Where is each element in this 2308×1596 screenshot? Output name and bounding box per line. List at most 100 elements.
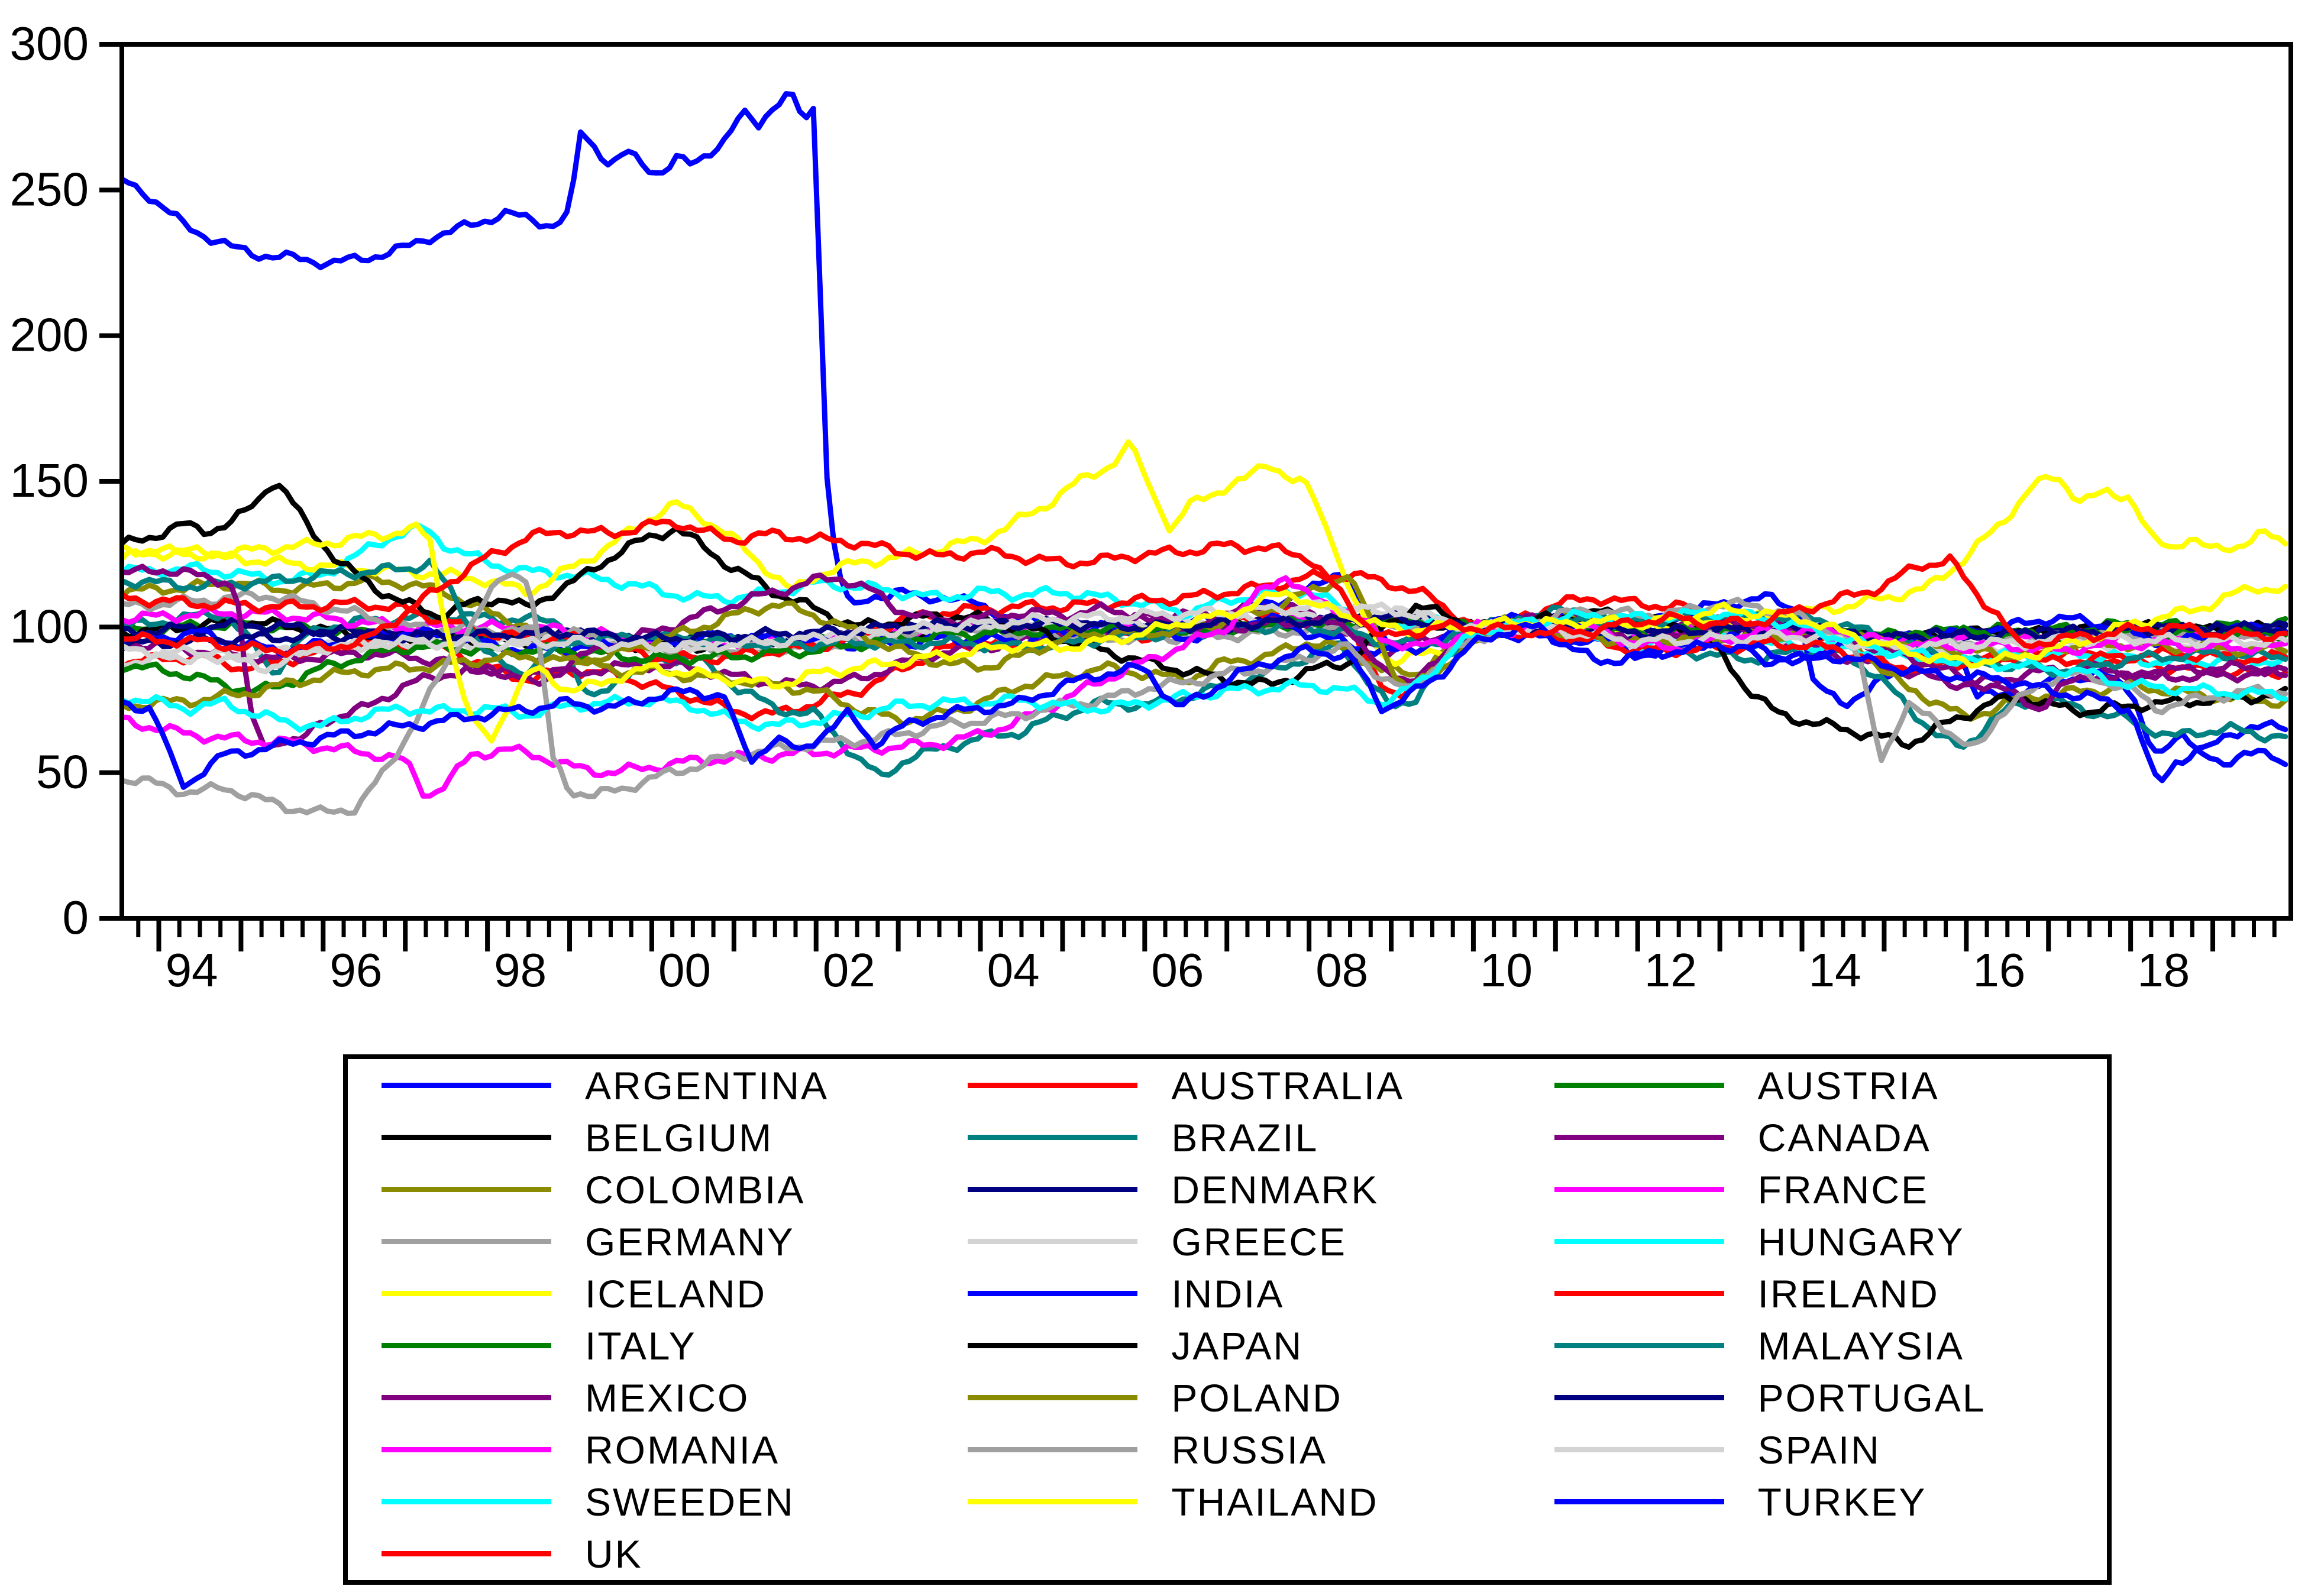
legend-item-denmark: DENMARK [934,1164,1520,1216]
legend-label-turkey: TURKEY [1757,1480,1927,1524]
x-axis-tick-label: 14 [1809,944,1861,996]
y-axis-tick-label: 300 [10,17,89,70]
legend-item-spain: SPAIN [1521,1424,2107,1476]
legend-label-thailand: THAILAND [1171,1480,1379,1524]
legend-swatch-germany [382,1239,551,1244]
legend-swatch-belgium [382,1135,551,1140]
legend-swatch-russia [968,1447,1138,1452]
legend-label-india: INDIA [1171,1271,1285,1316]
legend-swatch-poland [968,1395,1138,1400]
legend-label-greece: GREECE [1171,1219,1347,1264]
legend-label-spain: SPAIN [1757,1427,1881,1472]
legend-swatch-france [1554,1187,1724,1192]
x-axis-tick-label: 96 [329,944,382,996]
legend-label-colombia: COLOMBIA [585,1167,806,1212]
legend-item-thailand: THAILAND [934,1476,1520,1528]
legend-item-portugal: PORTUGAL [1521,1372,2107,1424]
legend-swatch-sweeden [382,1499,551,1504]
series-line-russia [122,571,2288,816]
legend-swatch-colombia [382,1187,551,1192]
legend-item-germany: GERMANY [348,1216,934,1268]
y-axis-tick-label: 200 [10,309,89,361]
legend-item-russia: RUSSIA [934,1424,1520,1476]
legend-swatch-mexico [382,1395,551,1400]
legend-item-canada: CANADA [1521,1112,2107,1164]
legend-label-brazil: BRAZIL [1171,1115,1319,1160]
legend-item-greece: GREECE [934,1216,1520,1268]
legend-item-sweeden: SWEEDEN [348,1476,934,1528]
legend-label-belgium: BELGIUM [585,1115,774,1160]
x-axis: 94 96 98 00 02 04 06 08 10 12 14 16 18 [136,918,2277,996]
legend-label-australia: AUSTRALIA [1171,1063,1405,1108]
y-axis-tick-label: 100 [10,600,89,652]
legend-label-germany: GERMANY [585,1219,795,1264]
series-line-spain [122,599,2288,675]
legend-swatch-hungary [1554,1239,1724,1244]
legend-swatch-uk [382,1551,551,1556]
legend-item-austria: AUSTRIA [1521,1060,2107,1112]
series-line-brazil [122,604,2288,778]
series-line-thailand [122,521,2288,744]
x-axis-tick-label: 12 [1644,944,1697,996]
legend-item-australia: AUSTRALIA [934,1060,1520,1112]
legend-swatch-argentina [382,1083,551,1088]
legend-item-brazil: BRAZIL [934,1112,1520,1164]
legend-label-uk: UK [585,1532,643,1576]
x-axis-tick-label: 02 [823,944,875,996]
legend-label-hungary: HUNGARY [1757,1219,1965,1264]
series-line-uk [122,518,2288,658]
legend-swatch-spain [1554,1447,1724,1452]
legend-label-france: FRANCE [1757,1167,1929,1212]
legend-swatch-iceland [382,1291,551,1296]
legend-swatch-australia [968,1083,1138,1088]
legend-swatch-turkey [1554,1499,1724,1504]
legend-item-romania: ROMANIA [348,1424,934,1476]
legend-swatch-romania [382,1447,551,1452]
x-axis-tick-label: 04 [987,944,1040,996]
y-axis-tick-label: 250 [10,163,89,215]
y-axis-tick-label: 0 [63,891,89,944]
legend-label-japan: JAPAN [1171,1323,1304,1368]
legend-swatch-ireland [1554,1291,1724,1296]
legend-label-sweeden: SWEEDEN [585,1480,795,1524]
legend-label-denmark: DENMARK [1171,1167,1379,1212]
legend-swatch-brazil [968,1135,1138,1140]
legend-label-italy: ITALY [585,1323,697,1368]
legend-label-romania: ROMANIA [585,1427,780,1472]
legend-item-india: INDIA [934,1268,1520,1320]
x-axis-tick-label: 06 [1151,944,1204,996]
legend-swatch-austria [1554,1083,1724,1088]
legend-label-poland: POLAND [1171,1375,1343,1420]
y-axis-tick-label: 50 [36,746,89,798]
legend-swatch-japan [968,1343,1138,1348]
plot-frame [119,42,2293,921]
y-axis-tick-label: 150 [10,454,89,507]
legend-item-belgium: BELGIUM [348,1112,934,1164]
legend-item-japan: JAPAN [934,1320,1520,1372]
legend-item-ireland: IRELAND [1521,1268,2107,1320]
legend-label-portugal: PORTUGAL [1757,1375,1986,1420]
legend-item-uk: UK [348,1528,934,1580]
legend-swatch-denmark [968,1187,1138,1192]
x-axis-tick-label: 08 [1315,944,1368,996]
legend-label-mexico: MEXICO [585,1375,750,1420]
chart-legend: ARGENTINA AUSTRALIA AUSTRIA BELGIUM BRAZIL CA… [343,1054,2112,1585]
legend-item-iceland: ICELAND [348,1268,934,1320]
x-axis-tick-label: 94 [166,944,218,996]
legend-item-turkey: TURKEY [1521,1476,2107,1528]
legend-item-mexico: MEXICO [348,1372,934,1424]
legend-label-ireland: IRELAND [1757,1271,1940,1316]
legend-label-austria: AUSTRIA [1757,1063,1940,1108]
legend-label-russia: RUSSIA [1171,1427,1328,1472]
x-axis-tick-label: 98 [494,944,547,996]
legend-swatch-thailand [968,1499,1138,1504]
x-axis-tick-label: 18 [2137,944,2190,996]
chart-plot-area: 0 50 100 150 200 250 300 94 96 98 00 02 04 06 08 10 12 14… [10,17,2293,996]
legend-item-colombia: COLOMBIA [348,1164,934,1216]
series-line-iceland [122,439,2288,668]
y-axis: 0 50 100 150 200 250 300 [10,17,122,944]
legend-swatch-malaysia [1554,1343,1724,1348]
legend-item-italy: ITALY [348,1320,934,1372]
legend-label-malaysia: MALAYSIA [1757,1323,1964,1368]
